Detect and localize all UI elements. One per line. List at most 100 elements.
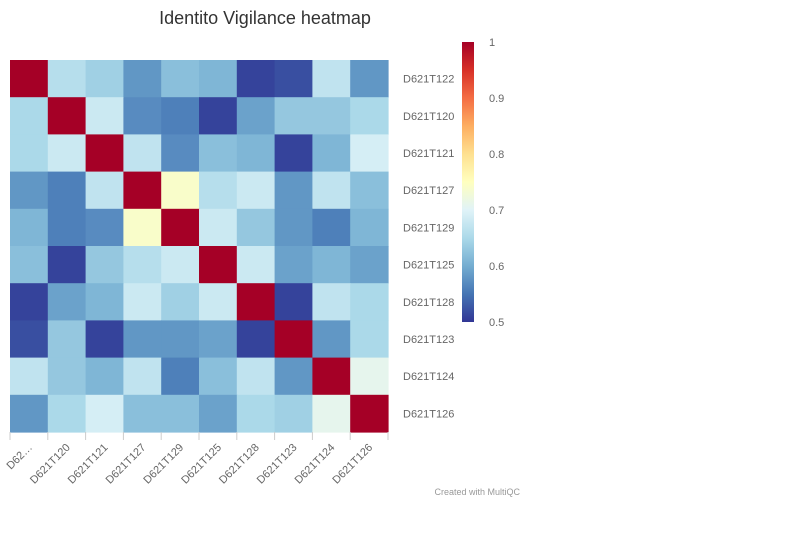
heatmap-cell[interactable]: [236, 357, 276, 396]
heatmap-cell[interactable]: [123, 394, 162, 433]
heatmap-cell[interactable]: [47, 208, 87, 247]
heatmap-cell[interactable]: [47, 97, 87, 135]
heatmap-cell[interactable]: [274, 357, 313, 396]
heatmap-cell[interactable]: [274, 60, 313, 98]
heatmap-cell[interactable]: [10, 357, 49, 396]
heatmap-cell[interactable]: [47, 246, 87, 284]
heatmap-cell[interactable]: [274, 97, 313, 135]
heatmap-cell[interactable]: [10, 283, 49, 321]
heatmap-cell[interactable]: [236, 134, 276, 173]
heatmap-cell[interactable]: [199, 357, 238, 396]
heatmap-cell[interactable]: [10, 171, 49, 210]
heatmap-cell[interactable]: [312, 134, 351, 173]
heatmap-cell[interactable]: [123, 97, 162, 135]
heatmap-cell[interactable]: [312, 394, 351, 433]
heatmap-cell[interactable]: [47, 171, 87, 210]
heatmap-cell[interactable]: [274, 208, 313, 247]
heatmap-cell[interactable]: [350, 97, 389, 135]
heatmap-cell[interactable]: [123, 134, 162, 173]
heatmap-cell[interactable]: [236, 60, 276, 98]
heatmap-cell[interactable]: [85, 97, 124, 135]
heatmap-cell[interactable]: [161, 394, 200, 433]
heatmap-cell[interactable]: [199, 246, 238, 284]
heatmap-cell[interactable]: [10, 97, 49, 135]
heatmap-cell[interactable]: [350, 171, 389, 210]
heatmap-cell[interactable]: [85, 394, 124, 433]
heatmap-cell[interactable]: [47, 357, 87, 396]
heatmap-cell[interactable]: [10, 60, 49, 98]
heatmap-cell[interactable]: [350, 246, 389, 284]
heatmap-cell[interactable]: [236, 283, 276, 321]
heatmap-cell[interactable]: [274, 283, 313, 321]
heatmap-cell[interactable]: [85, 208, 124, 247]
heatmap-cell[interactable]: [85, 320, 124, 359]
heatmap-cell[interactable]: [85, 60, 124, 98]
heatmap-cell[interactable]: [123, 320, 162, 359]
heatmap-cell[interactable]: [199, 134, 238, 173]
heatmap-cell[interactable]: [161, 320, 200, 359]
heatmap-cell[interactable]: [199, 208, 238, 247]
heatmap-cell[interactable]: [236, 208, 276, 247]
heatmap-cell[interactable]: [312, 171, 351, 210]
heatmap-cell[interactable]: [161, 357, 200, 396]
heatmap-cell[interactable]: [312, 283, 351, 321]
heatmap-cell[interactable]: [350, 208, 389, 247]
heatmap-cell[interactable]: [312, 208, 351, 247]
heatmap-cell[interactable]: [312, 357, 351, 396]
heatmap-cell[interactable]: [161, 60, 200, 98]
heatmap-cell[interactable]: [350, 357, 389, 396]
heatmap-cell[interactable]: [47, 283, 87, 321]
heatmap-cell[interactable]: [161, 208, 200, 247]
heatmap-cell[interactable]: [312, 97, 351, 135]
heatmap-cell[interactable]: [199, 394, 238, 433]
heatmap-cell[interactable]: [274, 320, 313, 359]
heatmap-cell[interactable]: [350, 283, 389, 321]
heatmap-cell[interactable]: [274, 394, 313, 433]
heatmap-cell[interactable]: [161, 246, 200, 284]
heatmap-cell[interactable]: [47, 394, 87, 433]
heatmap-cell[interactable]: [236, 97, 276, 135]
heatmap-cell[interactable]: [85, 171, 124, 210]
heatmap-cell[interactable]: [47, 60, 87, 98]
heatmap-cell[interactable]: [10, 246, 49, 284]
heatmap-cell[interactable]: [10, 134, 49, 173]
heatmap-cell[interactable]: [350, 394, 389, 433]
heatmap-cell[interactable]: [161, 283, 200, 321]
heatmap-cell[interactable]: [123, 246, 162, 284]
heatmap-cell[interactable]: [274, 246, 313, 284]
heatmap-cell[interactable]: [10, 320, 49, 359]
heatmap-cell[interactable]: [85, 134, 124, 173]
heatmap-cell[interactable]: [312, 246, 351, 284]
heatmap-cell[interactable]: [274, 134, 313, 173]
heatmap-cell[interactable]: [47, 320, 87, 359]
heatmap-cell[interactable]: [123, 60, 162, 98]
heatmap-cell[interactable]: [236, 246, 276, 284]
heatmap-cell[interactable]: [199, 171, 238, 210]
heatmap-cell[interactable]: [123, 171, 162, 210]
heatmap-cell[interactable]: [85, 246, 124, 284]
heatmap-cell[interactable]: [10, 394, 49, 433]
heatmap-cell[interactable]: [312, 60, 351, 98]
heatmap-cell[interactable]: [350, 134, 389, 173]
heatmap-cell[interactable]: [350, 60, 389, 98]
heatmap-cell[interactable]: [274, 171, 313, 210]
heatmap-cell[interactable]: [161, 134, 200, 173]
heatmap-cell[interactable]: [123, 357, 162, 396]
heatmap-cell[interactable]: [236, 394, 276, 433]
heatmap-cell[interactable]: [161, 171, 200, 210]
heatmap-cell[interactable]: [123, 283, 162, 321]
heatmap-cell[interactable]: [161, 97, 200, 135]
heatmap-cell[interactable]: [199, 60, 238, 98]
heatmap-cell[interactable]: [199, 320, 238, 359]
heatmap-cell[interactable]: [85, 283, 124, 321]
heatmap-cell[interactable]: [123, 208, 162, 247]
heatmap-cell[interactable]: [199, 283, 238, 321]
heatmap-cell[interactable]: [85, 357, 124, 396]
heatmap-cell[interactable]: [236, 171, 276, 210]
heatmap-cell[interactable]: [47, 134, 87, 173]
heatmap-cell[interactable]: [236, 320, 276, 359]
heatmap-cell[interactable]: [10, 208, 49, 247]
heatmap-cell[interactable]: [350, 320, 389, 359]
heatmap-cell[interactable]: [199, 97, 238, 135]
heatmap-cell[interactable]: [312, 320, 351, 359]
